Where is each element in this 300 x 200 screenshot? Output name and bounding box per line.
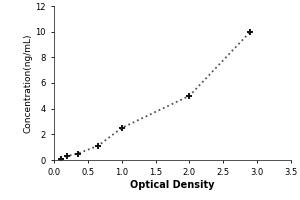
X-axis label: Optical Density: Optical Density (130, 180, 215, 190)
Y-axis label: Concentration(ng/mL): Concentration(ng/mL) (23, 33, 32, 133)
